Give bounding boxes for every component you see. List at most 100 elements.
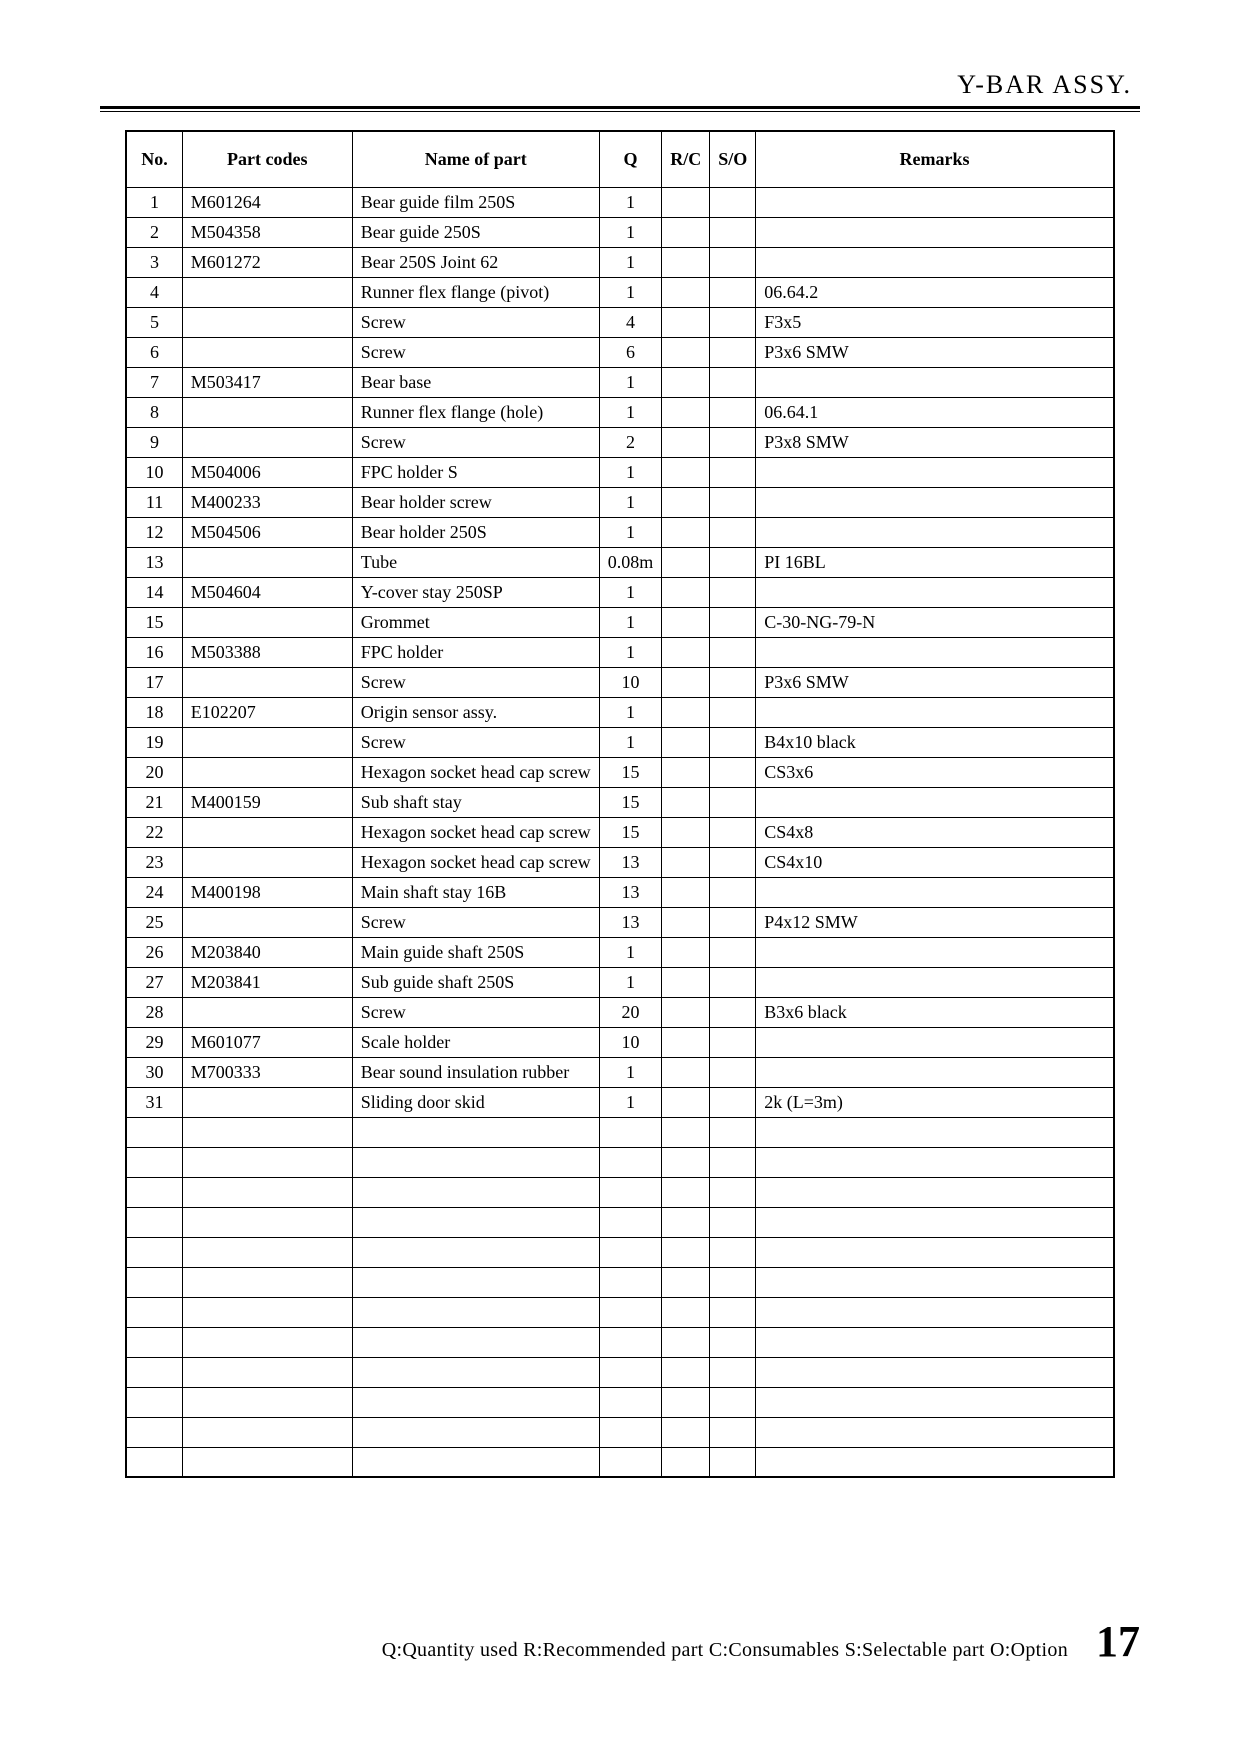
table-cell (182, 1357, 352, 1387)
table-cell (662, 517, 710, 547)
table-cell: P3x6 SMW (756, 667, 1114, 697)
table-cell: 8 (126, 397, 182, 427)
table-cell (710, 337, 756, 367)
table-cell (756, 517, 1114, 547)
table-row: 5Screw4F3x5 (126, 307, 1113, 337)
table-cell (756, 1027, 1114, 1057)
table-cell: 27 (126, 967, 182, 997)
table-cell (710, 1267, 756, 1297)
table-row: 9Screw2P3x8 SMW (126, 427, 1113, 457)
table-cell (599, 1357, 662, 1387)
table-cell (710, 1207, 756, 1237)
table-cell: 6 (599, 337, 662, 367)
table-cell: Main shaft stay 16B (352, 877, 599, 907)
table-cell (710, 517, 756, 547)
table-cell (126, 1447, 182, 1477)
table-cell (599, 1267, 662, 1297)
table-cell (710, 817, 756, 847)
table-cell (182, 1447, 352, 1477)
table-cell (662, 1447, 710, 1477)
table-cell: M700333 (182, 1057, 352, 1087)
table-row: 22Hexagon socket head cap screw15CS4x8 (126, 817, 1113, 847)
table-row: 3M601272Bear 250S Joint 621 (126, 247, 1113, 277)
table-cell (710, 1057, 756, 1087)
table-cell (756, 937, 1114, 967)
table-cell: B4x10 black (756, 727, 1114, 757)
table-row (126, 1297, 1113, 1327)
table-cell (662, 337, 710, 367)
table-cell: 10 (126, 457, 182, 487)
table-cell (662, 577, 710, 607)
table-row: 12M504506Bear holder 250S1 (126, 517, 1113, 547)
table-row (126, 1447, 1113, 1477)
table-cell: 4 (126, 277, 182, 307)
table-cell: 1 (599, 217, 662, 247)
table-cell: 1 (599, 697, 662, 727)
table-cell: 10 (599, 1027, 662, 1057)
table-cell: Runner flex flange (hole) (352, 397, 599, 427)
table-cell (756, 1237, 1114, 1267)
table-cell: Bear 250S Joint 62 (352, 247, 599, 277)
table-cell: 19 (126, 727, 182, 757)
table-cell (662, 1297, 710, 1327)
table-cell: Screw (352, 307, 599, 337)
table-cell (710, 1327, 756, 1357)
table-cell (756, 1177, 1114, 1207)
table-cell (662, 397, 710, 427)
table-cell: Tube (352, 547, 599, 577)
table-cell: 1 (599, 577, 662, 607)
table-row: 6Screw6P3x6 SMW (126, 337, 1113, 367)
table-cell (662, 487, 710, 517)
table-cell: M504604 (182, 577, 352, 607)
table-cell: M503417 (182, 367, 352, 397)
table-cell (662, 1117, 710, 1147)
table-row: 31Sliding door skid12k (L=3m) (126, 1087, 1113, 1117)
table-cell (599, 1297, 662, 1327)
table-row: 8Runner flex flange (hole)106.64.1 (126, 397, 1113, 427)
table-cell (599, 1207, 662, 1237)
table-cell (126, 1387, 182, 1417)
table-cell: Bear sound insulation rubber (352, 1057, 599, 1087)
table-cell (352, 1177, 599, 1207)
table-cell: 1 (599, 487, 662, 517)
table-cell (182, 1417, 352, 1447)
table-cell: 7 (126, 367, 182, 397)
table-cell: 1 (599, 397, 662, 427)
table-cell: 14 (126, 577, 182, 607)
table-cell (182, 1147, 352, 1177)
table-cell (182, 1327, 352, 1357)
table-cell (710, 637, 756, 667)
table-cell (710, 997, 756, 1027)
table-cell (756, 1417, 1114, 1447)
table-cell (662, 757, 710, 787)
table-cell: B3x6 black (756, 997, 1114, 1027)
table-cell (710, 1117, 756, 1147)
table-cell (710, 367, 756, 397)
column-header: Name of part (352, 131, 599, 187)
table-cell (182, 397, 352, 427)
table-cell (710, 847, 756, 877)
table-cell (662, 1177, 710, 1207)
table-cell (126, 1297, 182, 1327)
table-cell: M400198 (182, 877, 352, 907)
table-row (126, 1207, 1113, 1237)
table-cell (710, 967, 756, 997)
table-cell: 1 (599, 1087, 662, 1117)
table-cell (756, 1447, 1114, 1477)
table-row: 20Hexagon socket head cap screw15CS3x6 (126, 757, 1113, 787)
table-cell: CS4x8 (756, 817, 1114, 847)
table-cell (756, 787, 1114, 817)
table-cell (756, 367, 1114, 397)
legend-text: Q:Quantity used R:Recommended part C:Con… (382, 1639, 1068, 1662)
table-cell (756, 187, 1114, 217)
table-cell (126, 1267, 182, 1297)
table-cell (756, 1297, 1114, 1327)
table-cell: 2 (599, 427, 662, 457)
table-cell: 16 (126, 637, 182, 667)
table-cell (126, 1207, 182, 1237)
table-row: 29M601077Scale holder10 (126, 1027, 1113, 1057)
table-cell (182, 757, 352, 787)
table-cell (662, 1057, 710, 1087)
table-cell (126, 1417, 182, 1447)
table-cell (710, 727, 756, 757)
